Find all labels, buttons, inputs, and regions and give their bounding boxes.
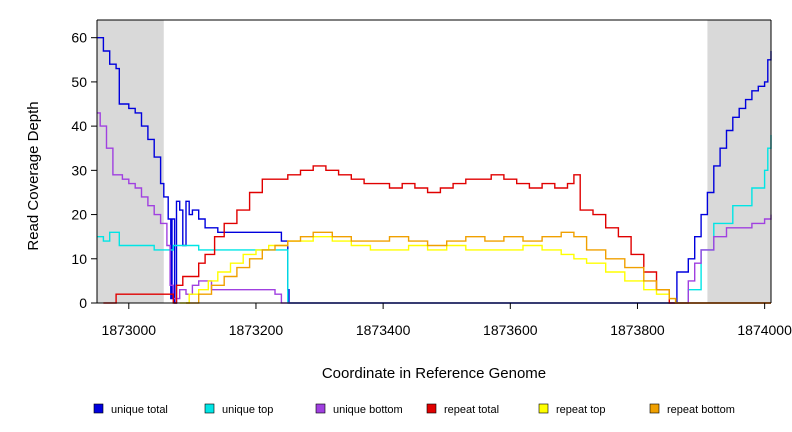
legend-item-repeat-total: repeat total	[426, 403, 499, 416]
series-unique-top	[97, 135, 772, 304]
x-tick-label: 1873200	[229, 322, 284, 338]
legend-label: unique top	[222, 404, 273, 416]
legend-label: repeat top	[556, 404, 606, 416]
y-axis-label: Read Coverage Depth	[25, 101, 42, 250]
legend-label: repeat bottom	[667, 404, 735, 416]
legend-swatch	[93, 403, 104, 414]
y-tick-label: 0	[79, 295, 87, 311]
x-tick-label: 1874000	[737, 322, 792, 338]
legend-item-repeat-bottom: repeat bottom	[649, 403, 735, 416]
x-tick-label: 1873800	[610, 322, 665, 338]
legend-swatch	[649, 403, 660, 414]
legend-swatch	[204, 403, 215, 414]
axes: 0 10 20 30 40 50 60 1873000 1873200 1873400 187360…	[71, 19, 792, 338]
series-repeat-top	[179, 236, 677, 304]
series-repeat-total	[103, 165, 771, 304]
legend-swatch	[426, 403, 437, 414]
y-tick-label: 20	[71, 207, 87, 223]
legend: unique total unique top unique bottom repea…	[93, 403, 735, 416]
y-tick-label: 50	[71, 74, 87, 90]
x-tick-label: 1873000	[102, 322, 157, 338]
x-axis-label: Coordinate in Reference Genome	[322, 365, 546, 382]
y-tick-label: 10	[71, 251, 87, 267]
series-unique-total	[97, 37, 772, 304]
y-tick-label: 30	[71, 162, 87, 178]
legend-swatch	[538, 403, 549, 414]
legend-item-unique-bottom: unique bottom	[315, 403, 403, 416]
series-unique-bottom	[97, 112, 772, 304]
legend-item-unique-total: unique total	[93, 403, 168, 416]
series-lines	[97, 37, 772, 304]
shaded-regions	[97, 20, 771, 303]
series-repeat-bottom	[186, 231, 771, 304]
x-tick-label: 1873600	[483, 322, 538, 338]
legend-label: unique bottom	[333, 404, 403, 416]
x-tick-label: 1873400	[356, 322, 411, 338]
shaded-region-2	[707, 20, 771, 303]
y-tick-label: 40	[71, 118, 87, 134]
shaded-region-1	[97, 20, 164, 303]
legend-swatch	[315, 403, 326, 414]
legend-item-unique-top: unique top	[204, 403, 273, 416]
y-tick-label: 60	[71, 30, 87, 46]
legend-item-repeat-top: repeat top	[538, 403, 606, 416]
legend-label: unique total	[111, 404, 168, 416]
legend-label: repeat total	[444, 404, 499, 416]
